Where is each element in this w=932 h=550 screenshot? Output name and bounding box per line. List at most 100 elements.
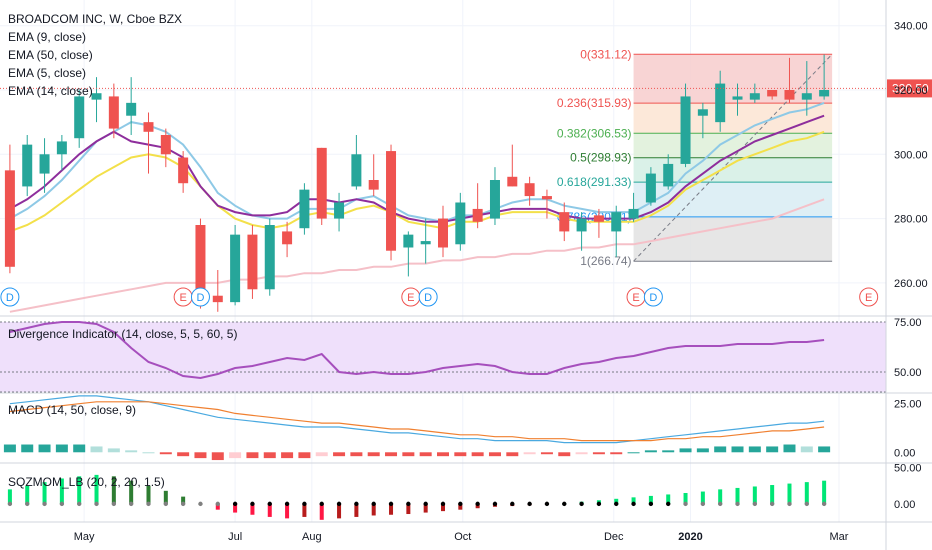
sqzmom-dot-7 bbox=[128, 501, 134, 507]
candle-42 bbox=[732, 83, 743, 116]
sqzmom-dot-44 bbox=[769, 501, 775, 507]
legend-ema14[interactable]: EMA (14, close) bbox=[8, 84, 93, 98]
y-tick-1: 280.00 bbox=[894, 214, 928, 226]
candle-12 bbox=[212, 270, 223, 312]
macd-hist-45 bbox=[783, 444, 796, 453]
macd-hist-27 bbox=[471, 452, 484, 457]
sqzmom-dot-3 bbox=[59, 501, 65, 507]
sqzmom-pane-label[interactable]: SQZMOM_LB (20, 2, 20, 1.5) bbox=[8, 475, 165, 489]
candle-35 bbox=[611, 205, 622, 258]
candle-4 bbox=[74, 90, 85, 148]
candle-body-35 bbox=[611, 212, 622, 232]
macd-hist-21 bbox=[367, 452, 380, 457]
event-marker-2 bbox=[190, 287, 210, 307]
candle-body-34 bbox=[593, 215, 604, 222]
sqzmom-dot-13 bbox=[232, 501, 238, 507]
sqzmom-bar-12 bbox=[215, 503, 220, 510]
sqzmom-bar-17 bbox=[302, 503, 307, 517]
macd-hist-12 bbox=[211, 452, 224, 461]
candle-33 bbox=[576, 212, 587, 251]
y-tick-0: 260.00 bbox=[894, 278, 928, 290]
macd-hist-46 bbox=[800, 446, 813, 453]
sqzmom-dot-11 bbox=[198, 501, 203, 507]
fib-label-0.382: 0.382(306.53) bbox=[557, 126, 632, 140]
event-marker-label-6: D bbox=[649, 292, 657, 304]
divergence-tick-1: 50.00 bbox=[894, 367, 922, 379]
sqzmom-bar-18 bbox=[319, 503, 324, 520]
macd-hist-42 bbox=[731, 446, 744, 453]
candle-2 bbox=[39, 138, 50, 193]
event-marker-0 bbox=[0, 287, 20, 307]
macd-hist-20 bbox=[350, 452, 363, 457]
sqzmom-bar-35 bbox=[614, 498, 619, 504]
candle-body-9 bbox=[160, 135, 171, 155]
macd-signal-line bbox=[9, 401, 825, 442]
sqzmom-bar-10 bbox=[181, 496, 186, 504]
sqzmom-dot-29 bbox=[510, 501, 515, 507]
candle-7 bbox=[126, 77, 137, 135]
macd-hist-19 bbox=[333, 452, 346, 457]
event-marker-7 bbox=[859, 287, 879, 307]
candle-body-29 bbox=[507, 176, 518, 187]
candle-body-12 bbox=[212, 295, 223, 303]
sqzmom-dot-17 bbox=[302, 501, 307, 507]
candle-13 bbox=[230, 225, 241, 306]
sqzmom-dot-19 bbox=[336, 501, 342, 507]
sqzmom-bar-6 bbox=[111, 476, 116, 504]
candle-body-14 bbox=[247, 234, 258, 290]
sqzmom-dot-35 bbox=[614, 501, 619, 507]
candle-body-42 bbox=[732, 96, 743, 100]
sqzmom-dot-14 bbox=[250, 501, 255, 507]
candle-39 bbox=[680, 83, 691, 168]
candle-1 bbox=[22, 135, 33, 197]
sqzmom-bar-44 bbox=[770, 485, 775, 504]
candle-16 bbox=[282, 221, 293, 258]
candle-body-28 bbox=[489, 180, 500, 219]
candle-5 bbox=[91, 77, 102, 123]
candle-body-7 bbox=[126, 102, 137, 116]
candle-body-19 bbox=[334, 202, 345, 219]
macd-hist-15 bbox=[263, 452, 276, 459]
sqzmom-dot-34 bbox=[596, 501, 602, 507]
divergence-band bbox=[0, 322, 886, 392]
macd-hist-6 bbox=[107, 448, 120, 453]
divergence-pane-label[interactable]: Divergence Indicator (14, close, 5, 5, 6… bbox=[8, 327, 238, 341]
sqzmom-bar-43 bbox=[752, 486, 757, 504]
sqzmom-dot-16 bbox=[284, 501, 290, 507]
ema14-line bbox=[9, 114, 825, 223]
macd-hist-10 bbox=[177, 452, 190, 457]
legend-ema5[interactable]: EMA (5, close) bbox=[8, 66, 87, 80]
sqzmom-dot-0 bbox=[7, 501, 13, 507]
fib-label-0.618: 0.618(291.33) bbox=[557, 175, 632, 189]
macd-pane-label[interactable]: MACD (14, 50, close, 9) bbox=[8, 403, 137, 417]
macd-hist-25 bbox=[437, 452, 449, 457]
sqzmom-bar-16 bbox=[285, 503, 290, 519]
x-tick-3: Oct bbox=[454, 531, 471, 543]
candle-body-43 bbox=[749, 93, 760, 100]
sqzmom-bar-25 bbox=[441, 503, 445, 512]
macd-hist-47 bbox=[818, 446, 831, 453]
sqzmom-dot-18 bbox=[319, 501, 324, 507]
candle-body-27 bbox=[472, 208, 483, 222]
candle-body-31 bbox=[541, 196, 552, 200]
candle-body-4 bbox=[74, 96, 85, 139]
macd-hist-17 bbox=[298, 452, 311, 459]
event-marker-label-2: D bbox=[196, 292, 204, 304]
candle-21 bbox=[368, 154, 379, 197]
candle-body-41 bbox=[715, 83, 726, 123]
candle-0 bbox=[4, 144, 15, 274]
sqzmom-dot-10 bbox=[180, 501, 186, 507]
last-price-badge bbox=[887, 79, 932, 98]
legend-ema9[interactable]: EMA (9, close) bbox=[8, 30, 87, 44]
candle-body-40 bbox=[697, 109, 708, 116]
sqzmom-dot-26 bbox=[458, 501, 463, 507]
candle-25 bbox=[438, 205, 448, 258]
sqzmom-dot-47 bbox=[821, 501, 827, 507]
legend-ema50[interactable]: EMA (50, close) bbox=[8, 48, 93, 62]
sqzmom-bar-2 bbox=[42, 482, 47, 504]
candle-3 bbox=[56, 135, 67, 171]
fib-trend-line bbox=[633, 53, 833, 262]
x-tick-4: Dec bbox=[604, 531, 624, 543]
candle-22 bbox=[386, 144, 397, 261]
